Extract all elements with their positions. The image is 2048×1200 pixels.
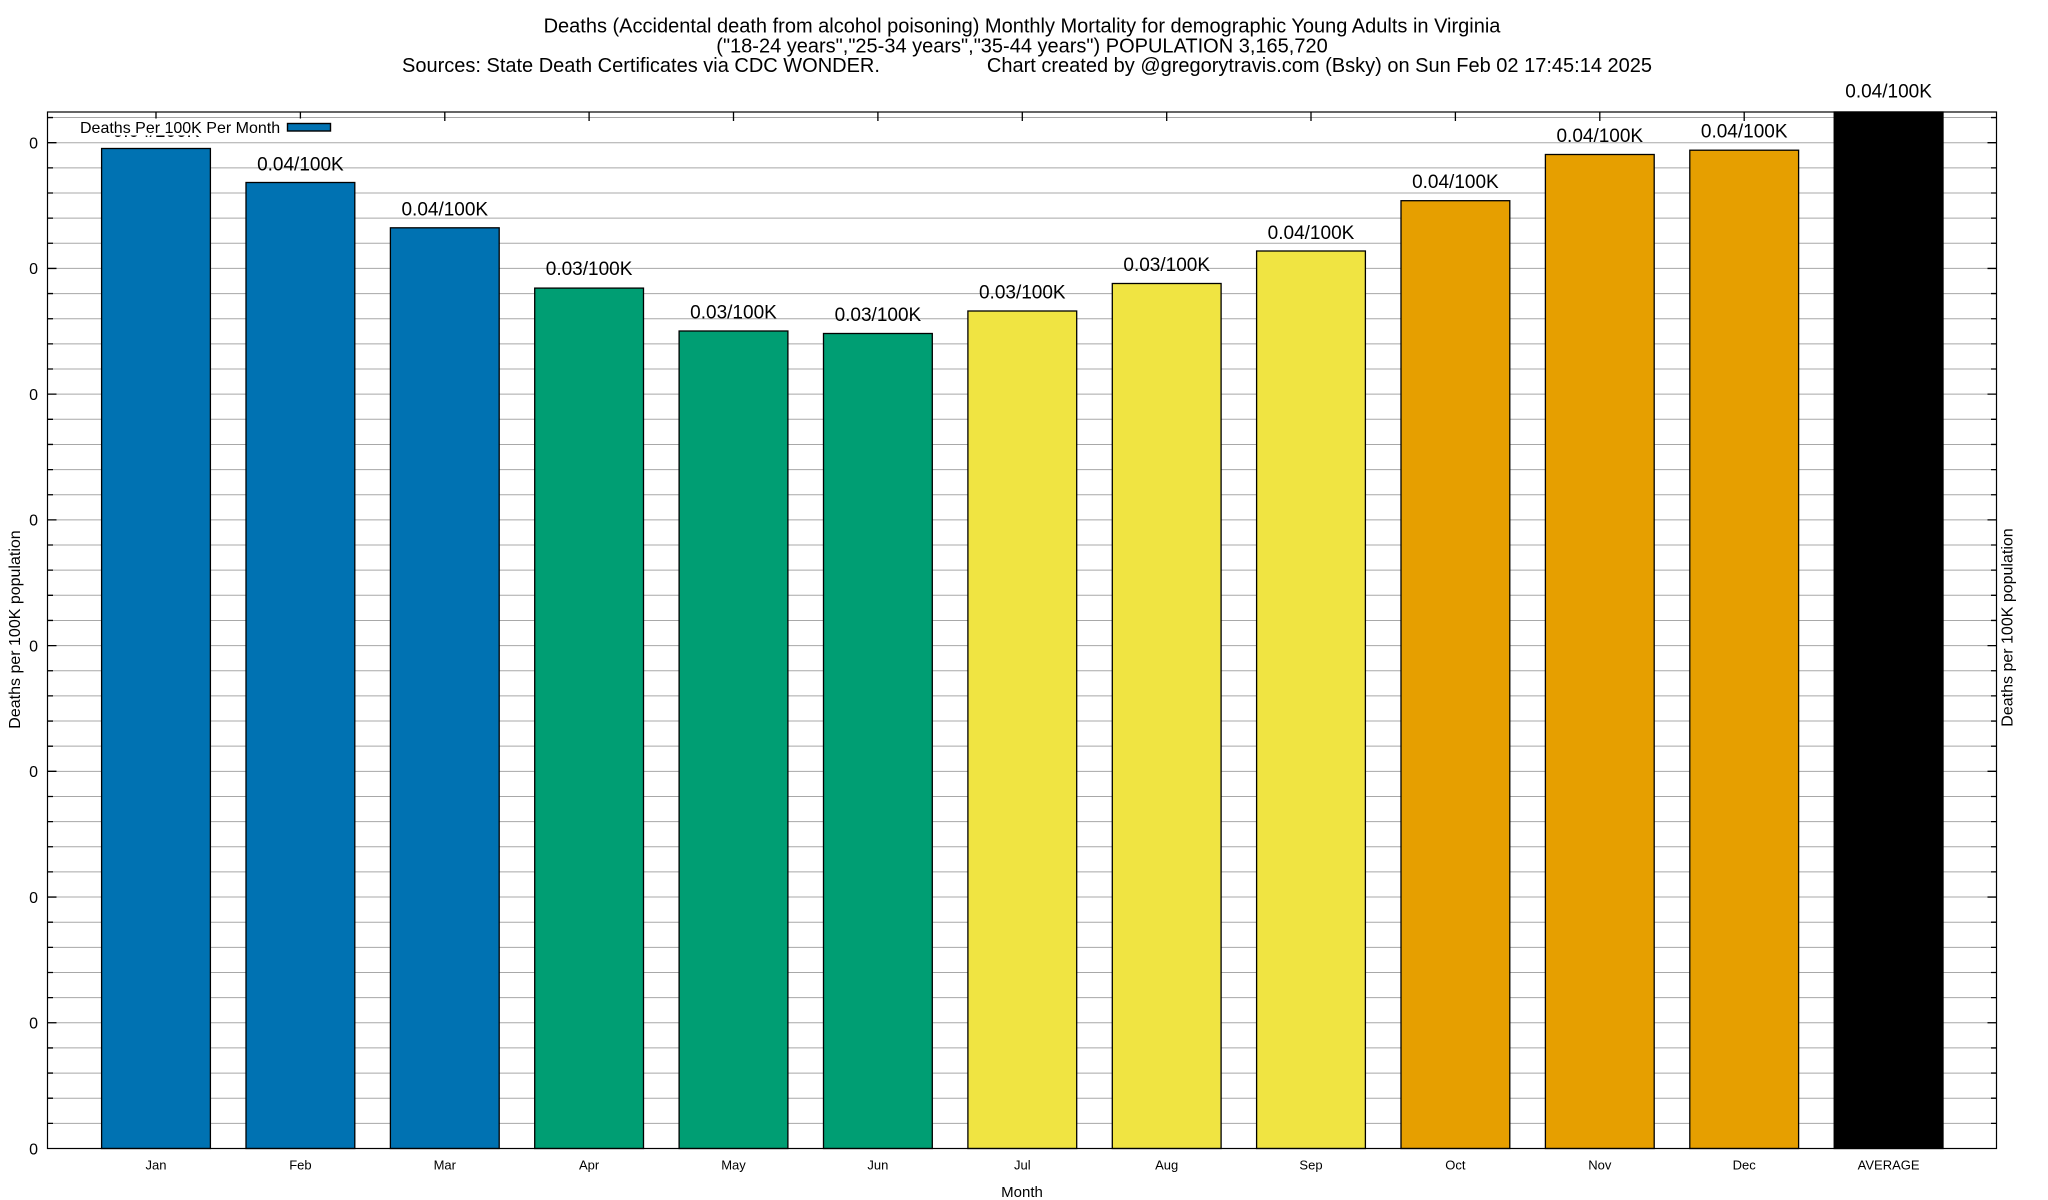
svg-text:0: 0 bbox=[29, 261, 38, 278]
svg-text:May: May bbox=[721, 1157, 746, 1172]
svg-text:0.04/100K: 0.04/100K bbox=[1268, 223, 1355, 244]
svg-text:Dec: Dec bbox=[1733, 1157, 1757, 1172]
svg-text:0: 0 bbox=[29, 1141, 38, 1158]
svg-text:0: 0 bbox=[29, 764, 38, 781]
svg-text:Oct: Oct bbox=[1445, 1157, 1466, 1172]
svg-text:0.03/100K: 0.03/100K bbox=[835, 305, 922, 326]
svg-text:0: 0 bbox=[29, 638, 38, 655]
svg-text:0.03/100K: 0.03/100K bbox=[1123, 255, 1210, 276]
svg-text:0: 0 bbox=[29, 513, 38, 530]
svg-text:0: 0 bbox=[29, 387, 38, 404]
svg-text:0.04/100K: 0.04/100K bbox=[1701, 122, 1788, 143]
svg-text:Deaths (Accidental death from: Deaths (Accidental death from alcohol po… bbox=[544, 16, 1502, 38]
svg-text:("18-24 years","25-34 years",": ("18-24 years","25-34 years","35-44 year… bbox=[716, 35, 1327, 57]
svg-text:0.04/100K: 0.04/100K bbox=[1412, 172, 1499, 193]
svg-text:Feb: Feb bbox=[289, 1157, 311, 1172]
svg-text:Jan: Jan bbox=[146, 1157, 167, 1172]
svg-text:Deaths Per 100K Per Month: Deaths Per 100K Per Month bbox=[80, 120, 280, 137]
svg-text:0.03/100K: 0.03/100K bbox=[690, 303, 777, 324]
svg-text:Deaths per 100K population: Deaths per 100K population bbox=[2000, 528, 2017, 726]
svg-text:Aug: Aug bbox=[1155, 1157, 1178, 1172]
svg-text:Mar: Mar bbox=[434, 1157, 457, 1172]
svg-text:0: 0 bbox=[29, 1016, 38, 1033]
svg-text:0.04/100K: 0.04/100K bbox=[1845, 81, 1932, 102]
svg-text:Month: Month bbox=[1001, 1184, 1043, 1200]
svg-text:AVERAGE: AVERAGE bbox=[1858, 1157, 1920, 1172]
svg-text:0.04/100K: 0.04/100K bbox=[1556, 126, 1643, 147]
svg-text:0: 0 bbox=[29, 136, 38, 153]
svg-text:0.03/100K: 0.03/100K bbox=[546, 259, 633, 280]
svg-text:0.04/100K: 0.04/100K bbox=[257, 155, 344, 176]
svg-text:Sep: Sep bbox=[1299, 1157, 1322, 1172]
svg-text:Deaths per 100K population: Deaths per 100K population bbox=[7, 530, 24, 728]
svg-text:Apr: Apr bbox=[579, 1157, 600, 1172]
svg-text:Nov: Nov bbox=[1588, 1157, 1612, 1172]
svg-text:Chart created by @gregorytravi: Chart created by @gregorytravis.com (Bsk… bbox=[987, 55, 1652, 77]
svg-text:0: 0 bbox=[29, 890, 38, 907]
svg-text:Jul: Jul bbox=[1014, 1157, 1031, 1172]
svg-text:Jun: Jun bbox=[867, 1157, 888, 1172]
svg-text:0.03/100K: 0.03/100K bbox=[979, 283, 1066, 304]
svg-text:Sources: State Death Certifica: Sources: State Death Certificates via CD… bbox=[402, 55, 880, 77]
svg-text:0.04/100K: 0.04/100K bbox=[401, 199, 488, 220]
